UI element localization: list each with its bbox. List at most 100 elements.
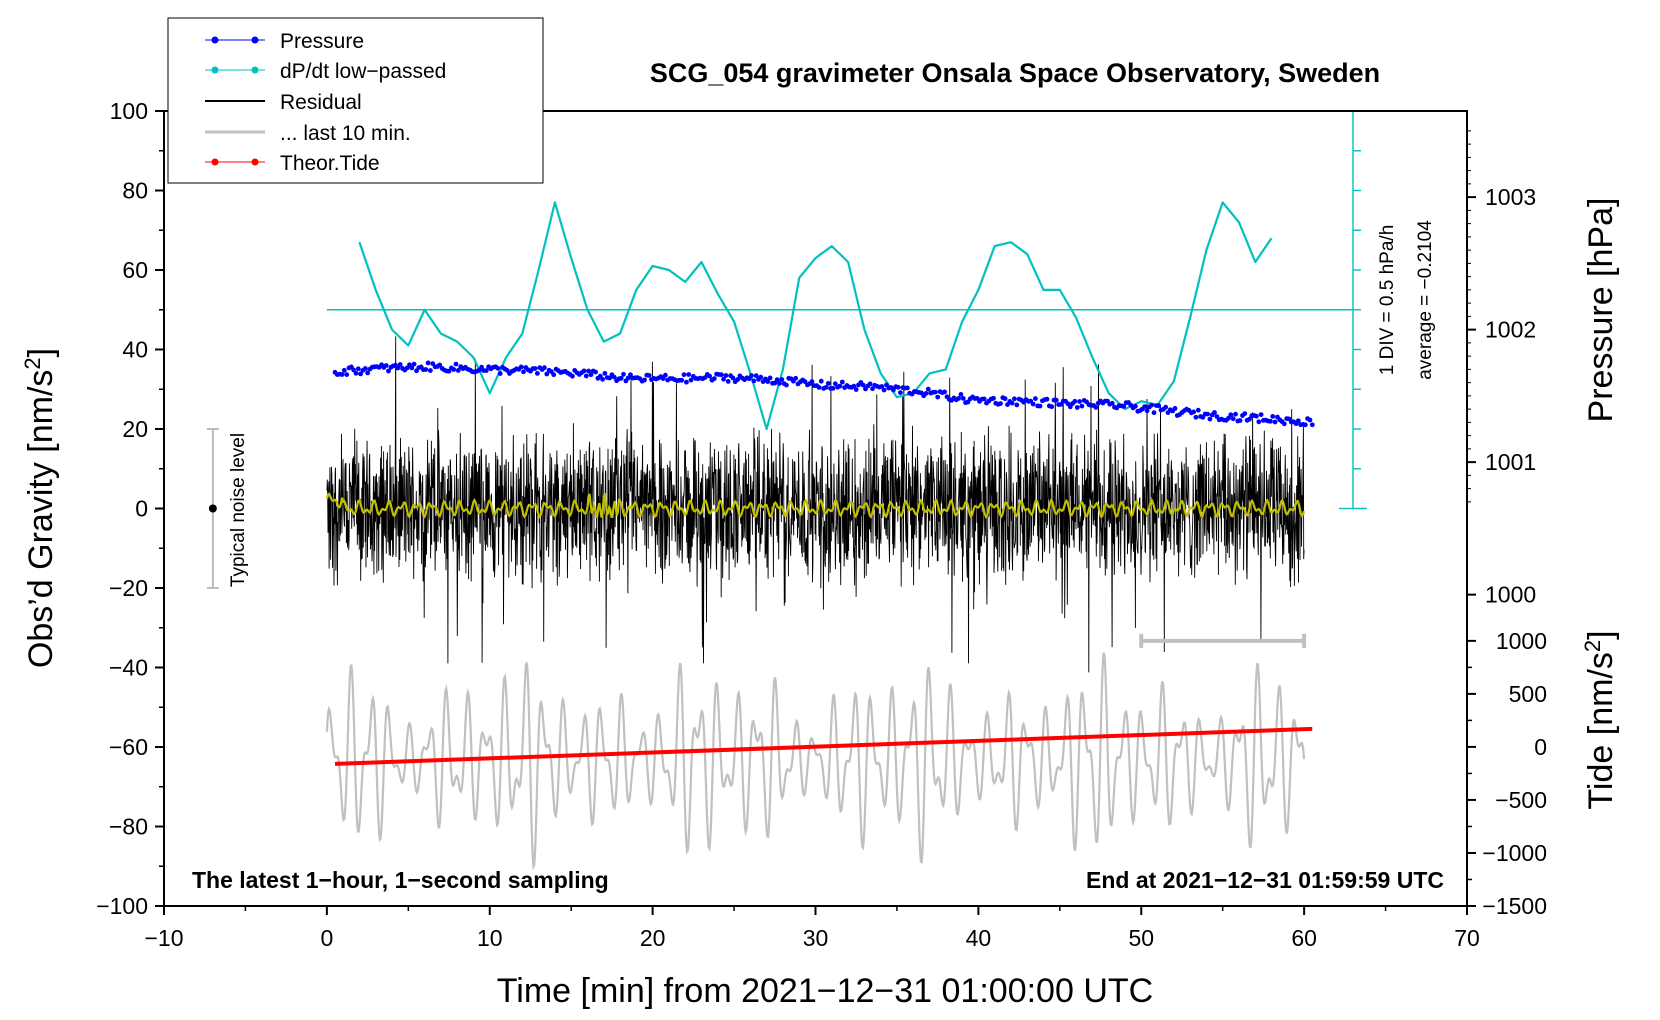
pressure-point: [723, 373, 729, 378]
pressure-point: [867, 381, 873, 387]
pressure-point: [1242, 411, 1248, 416]
pressure-series: [332, 360, 1315, 428]
tide-axis-title-sup: 2: [1580, 640, 1605, 652]
pressure-point: [816, 385, 822, 390]
pressure-point: [711, 376, 717, 381]
pressure-point: [1077, 399, 1082, 404]
pressure-point: [1049, 404, 1055, 410]
pressure-point: [362, 366, 368, 371]
noise-bar-center: [208, 504, 217, 513]
pressure-point: [1030, 401, 1036, 407]
pressure-point: [793, 375, 799, 381]
pressure-point: [483, 368, 489, 373]
x-tick-label: 0: [320, 925, 333, 951]
pressure-point: [570, 373, 575, 379]
pressure-point: [981, 396, 987, 402]
y-tick-label: −100: [96, 893, 148, 919]
pressure-point: [1163, 404, 1169, 410]
pressure-tick-label: 1003: [1485, 184, 1536, 210]
pressure-point: [395, 365, 401, 371]
pressure-point: [1247, 416, 1252, 422]
y-tick-label: 20: [122, 416, 148, 442]
x-tick-label: 40: [966, 925, 992, 951]
pressure-point: [879, 384, 885, 389]
pressure-point: [891, 387, 896, 393]
pressure-point: [1281, 421, 1287, 427]
y-axis-title-main: Obs’d Gravity [nm/s: [22, 370, 60, 669]
tide-axis-ticks: 1000 500 0 −500 −1000 −1500: [1467, 628, 1547, 919]
residual-series: [326, 336, 1305, 673]
pressure-point: [1037, 403, 1043, 409]
pressure-point: [721, 376, 726, 382]
pressure-point: [611, 374, 617, 380]
pressure-point: [428, 368, 433, 373]
legend-label-pressure: Pressure: [280, 30, 364, 53]
tide-tick-label: 1000: [1496, 628, 1547, 654]
pressure-point: [925, 386, 931, 392]
pressure-point: [839, 379, 845, 385]
pressure-point: [542, 365, 547, 371]
pressure-point: [853, 387, 859, 392]
pressure-point: [1309, 422, 1315, 428]
legend-sample-marker: [251, 66, 259, 74]
pressure-point: [544, 371, 550, 377]
pressure-point: [1002, 396, 1008, 402]
pressure-point: [409, 365, 415, 371]
pressure-point: [358, 371, 363, 377]
y-axis-title-end: ]: [22, 348, 60, 357]
pressure-point: [365, 370, 370, 376]
pressure-point: [583, 373, 589, 379]
dpdt-scale-label-average: average = −0.2104: [1415, 220, 1436, 380]
pressure-point: [1156, 403, 1162, 409]
pressure-point: [1272, 419, 1278, 425]
pressure-point: [1072, 398, 1078, 404]
pressure-point: [784, 382, 789, 388]
pressure-point: [832, 381, 838, 387]
pressure-point: [1053, 397, 1059, 403]
x-axis-title: Time [min] from 2021−12−31 01:00:00 UTC: [497, 972, 1153, 1010]
y-tick-label: −40: [109, 655, 148, 681]
pressure-point: [749, 373, 754, 378]
x-tick-label: 30: [803, 925, 829, 951]
pressure-point: [718, 372, 724, 378]
dpdt-scale-label-div: 1 DIV = 0.5 hPa/h: [1377, 225, 1398, 376]
pressure-point: [1012, 396, 1017, 402]
pressure-point: [1172, 406, 1178, 411]
pressure-point: [351, 367, 356, 373]
pressure-point: [339, 372, 345, 377]
pressure-tick-label: 1002: [1485, 317, 1536, 343]
legend-sample-marker: [211, 36, 219, 44]
pressure-point: [1212, 410, 1217, 415]
y-tick-label: 40: [122, 337, 148, 363]
pressure-point: [1254, 413, 1259, 419]
pressure-point: [518, 364, 524, 370]
pressure-point: [586, 368, 591, 374]
pressure-point: [809, 379, 815, 384]
pressure-point: [581, 368, 587, 374]
legend-label-dpdt: dP/dt low−passed: [280, 60, 446, 83]
pressure-point: [802, 379, 808, 384]
pressure-point: [535, 371, 540, 376]
pressure-point: [725, 379, 731, 384]
noise-level-bar: [206, 428, 219, 589]
pressure-point: [1079, 403, 1085, 409]
pressure-point: [1268, 418, 1273, 424]
y-axis-ticks: 100 80 60 40 20 0 −20 −40 −60 −80 −100: [96, 98, 164, 919]
y-tick-label: −20: [109, 575, 148, 601]
smoothed-residual-line: [325, 492, 1306, 519]
pressure-point: [1151, 410, 1157, 416]
pressure-point: [923, 391, 929, 396]
x-tick-label: −10: [144, 925, 183, 951]
pressure-point: [663, 372, 668, 378]
pressure-point: [1237, 418, 1243, 423]
x-tick-label: 50: [1128, 925, 1154, 951]
pressure-point: [1230, 416, 1236, 422]
pressure-point: [991, 395, 996, 401]
pressure-point: [942, 389, 947, 395]
pressure-point: [935, 394, 941, 400]
last-10-min-series: [325, 652, 1306, 871]
pressure-point: [958, 392, 964, 397]
x-tick-label: 60: [1291, 925, 1317, 951]
pressure-point: [551, 372, 557, 378]
residual-line: [326, 336, 1305, 673]
